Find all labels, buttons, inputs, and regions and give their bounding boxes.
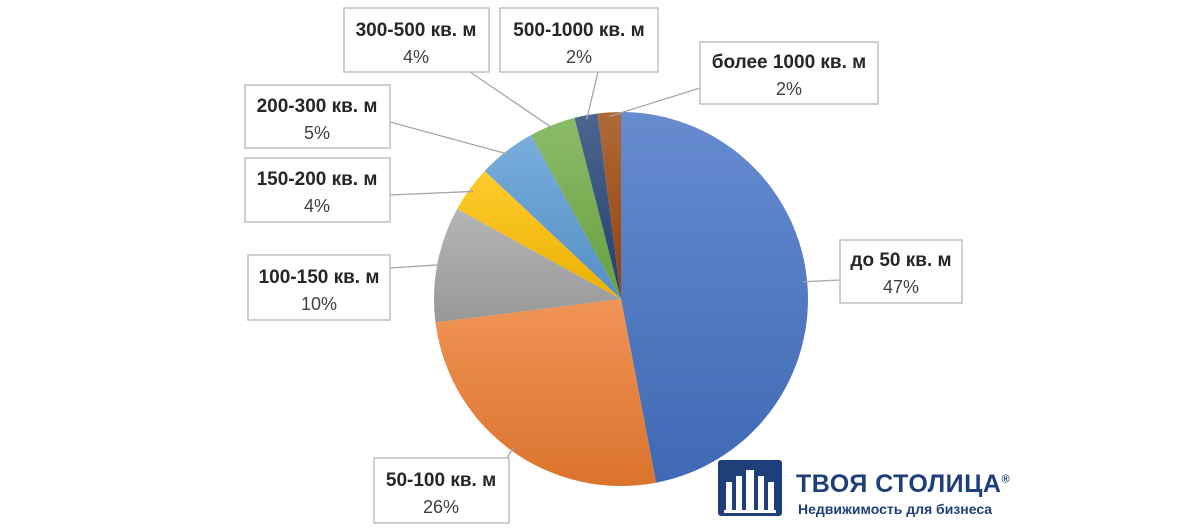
slice-label-category: 50-100 кв. м <box>386 470 496 491</box>
slice-label-value: 2% <box>566 47 592 67</box>
slice-label-category: более 1000 кв. м <box>712 52 866 73</box>
pie-slice-5 <box>530 117 621 300</box>
pie-slice-7 <box>597 112 621 299</box>
leader-line-2 <box>389 264 442 269</box>
slice-label-value: 47% <box>883 277 919 297</box>
logo-tagline: Недвижимость для бизнеса <box>798 501 993 517</box>
pie-slice-2 <box>434 208 621 323</box>
data-label-2: 100-150 кв. м 10% <box>247 254 391 321</box>
company-logo: ТВОЯ СТОЛИЦА® Недвижимость для бизнеса <box>714 458 1054 528</box>
leader-line-5 <box>469 71 554 130</box>
data-label-3: 150-200 кв. м 4% <box>244 157 391 223</box>
data-label-4: 200-300 кв. м 5% <box>244 84 391 149</box>
leader-line-4 <box>389 121 510 156</box>
pie-slice-1 <box>435 299 657 486</box>
pie-slice-6 <box>574 113 621 299</box>
leader-line-3 <box>389 190 473 196</box>
slice-label-value: 26% <box>423 497 459 517</box>
slice-label-value: 5% <box>304 123 330 143</box>
data-label-5: 300-500 кв. м 4% <box>343 7 490 73</box>
logo-brand-name: ТВОЯ СТОЛИЦА® <box>796 470 1011 498</box>
data-label-1: 50-100 кв. м 26% <box>373 457 510 524</box>
slice-label-category: 500-1000 кв. м <box>513 20 644 41</box>
slice-label-value: 2% <box>776 79 802 99</box>
data-label-6: 500-1000 кв. м 2% <box>499 7 659 73</box>
leader-line-7 <box>609 87 701 117</box>
pie-slice-4 <box>484 135 621 299</box>
pie-slice-3 <box>457 170 621 299</box>
data-label-0: до 50 кв. м 47% <box>839 239 963 304</box>
slice-label-value: 4% <box>304 196 330 216</box>
leader-line-6 <box>586 71 599 120</box>
pie-slice-0 <box>621 112 809 483</box>
leader-line-0 <box>803 279 841 283</box>
building-logo-icon <box>718 460 782 516</box>
pie-slices <box>434 112 809 486</box>
slice-label-value: 10% <box>301 294 337 314</box>
slice-label-category: 200-300 кв. м <box>257 96 378 117</box>
slice-label-category: 100-150 кв. м <box>259 267 380 288</box>
slice-label-category: 150-200 кв. м <box>257 169 378 190</box>
slice-label-category: 300-500 кв. м <box>356 20 477 41</box>
slice-label-category: до 50 кв. м <box>850 250 951 271</box>
data-label-7: более 1000 кв. м 2% <box>699 41 879 105</box>
leader-lines <box>389 71 841 471</box>
slice-label-value: 4% <box>403 47 429 67</box>
